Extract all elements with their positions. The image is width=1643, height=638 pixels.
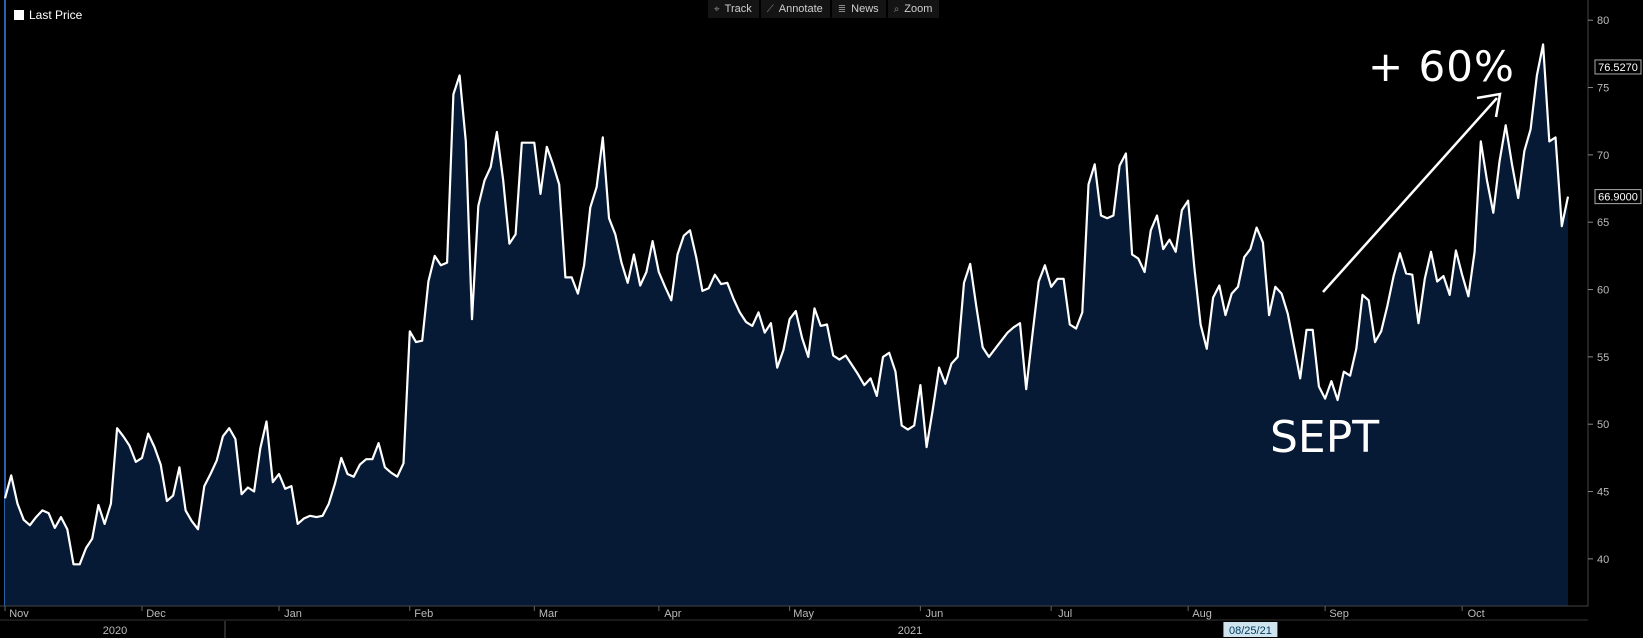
percent-change-annotation: + 60% (1368, 42, 1515, 91)
annotate-button[interactable]: ⟋ Annotate (760, 0, 830, 18)
y-tick-label: 45 (1597, 487, 1609, 499)
y-tick-label: 65 (1597, 217, 1609, 229)
track-button[interactable]: ⌖ Track (708, 0, 759, 18)
annotate-label: Annotate (778, 3, 823, 15)
track-label: Track (724, 3, 752, 15)
x-month-label: Jan (284, 608, 302, 620)
price-tag-box (1594, 59, 1642, 75)
magnifier-icon: ⌕ (893, 3, 900, 15)
legend-swatch (14, 10, 24, 20)
price-tag-label: 76.5270 (1598, 62, 1638, 74)
y-tick-label: 55 (1597, 352, 1609, 364)
y-tick-label: 60 (1597, 285, 1609, 297)
y-tick-label: 40 (1597, 554, 1609, 566)
x-axis-month-labels: Nov Dec Jan Feb Mar Apr May Jun Jul Aug Sep Oct (4, 606, 1485, 620)
x-month-label: Nov (9, 608, 29, 620)
cursor-date-box (1223, 622, 1278, 637)
cursor-date-label: 08/25/21 (1229, 625, 1272, 637)
y-axis-ticks: 40 45 50 55 60 65 70 75 80 (1588, 15, 1609, 566)
month-annotation: SEPT (1270, 412, 1380, 463)
x-year-label: 2020 (103, 625, 127, 637)
x-axis-year-labels: 2020 2021 (103, 625, 922, 637)
price-tag-label: 66.9000 (1598, 192, 1638, 204)
x-year-label: 2021 (898, 625, 922, 637)
x-month-label: Dec (146, 608, 166, 620)
x-month-label: Mar (539, 608, 558, 620)
pencil-icon: ⟋ (766, 3, 774, 15)
x-month-label: Feb (414, 608, 433, 620)
legend-label: Last Price (29, 8, 83, 22)
crosshair-icon: ⌖ (714, 3, 720, 15)
x-month-label: Sep (1329, 608, 1349, 620)
x-month-label: Oct (1468, 608, 1485, 620)
y-tick-label: 80 (1597, 15, 1609, 27)
zoom-label: Zoom (904, 3, 933, 15)
x-month-label: May (793, 608, 814, 620)
y-tick-label: 50 (1597, 419, 1609, 431)
news-icon: ≣ (837, 3, 847, 15)
trend-arrow (1322, 92, 1502, 293)
news-label: News (851, 3, 879, 15)
x-month-label: Aug (1192, 608, 1212, 620)
cursor-date-tag: 08/25/21 (1223, 622, 1278, 637)
zoom-button[interactable]: ⌕ Zoom (887, 0, 940, 18)
price-area-fill (5, 44, 1568, 606)
y-tick-label: 75 (1597, 83, 1609, 95)
x-month-label: Jul (1058, 608, 1072, 620)
chart-toolbar: ⌖ Track ⟋ Annotate ≣ News ⌕ Zoom (708, 0, 940, 18)
y-tick-label: 70 (1597, 150, 1609, 162)
x-month-label: Jun (926, 608, 944, 620)
price-tags: 76.5270 66.9000 (1594, 59, 1642, 205)
x-month-label: Apr (664, 608, 681, 620)
news-button[interactable]: ≣ News (831, 0, 886, 18)
price-tag-box (1594, 189, 1642, 205)
legend: Last Price (14, 8, 82, 22)
price-line (3, 43, 1570, 566)
